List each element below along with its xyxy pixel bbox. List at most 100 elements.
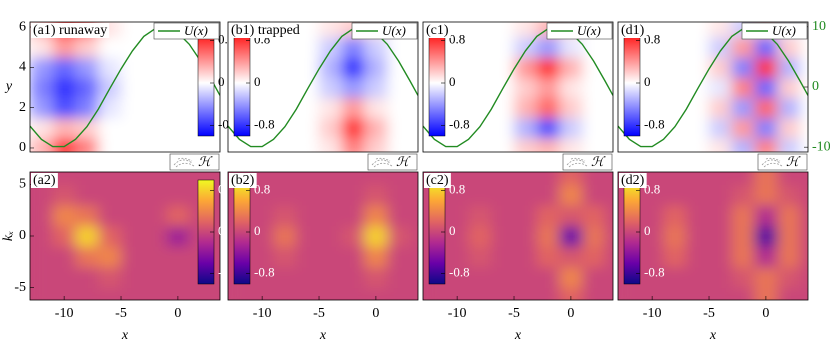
y-axis-label: kₓ [1, 231, 16, 241]
heatmap-cell [709, 77, 733, 99]
colorbar-tick-label: 0.8 [449, 32, 465, 47]
colorbar-tick-label: 0 [449, 223, 456, 238]
x-axis-label: x [319, 328, 327, 343]
heatmap-cell [536, 77, 561, 99]
heatmap-cell [582, 97, 606, 119]
heatmap-cell [445, 225, 470, 247]
heatmap-cell [800, 287, 808, 300]
heatmap-cell [143, 117, 168, 139]
heatmap-cell [98, 97, 122, 119]
heatmap-cell [166, 172, 190, 185]
legend-label: ℋ [591, 154, 606, 169]
heatmap-cell [731, 117, 756, 139]
heatmap-cell [341, 225, 366, 247]
heatmap-cell [709, 225, 733, 247]
heatmap-cell [709, 246, 733, 268]
colorbar-tick-label: 0 [644, 223, 651, 238]
legend-label: U(x) [382, 23, 406, 38]
heatmap-cell [30, 57, 54, 78]
heatmap-cell [52, 246, 77, 268]
heatmap-cell [618, 137, 642, 152]
heatmap-cell [364, 77, 388, 99]
heatmap-cell [491, 287, 515, 300]
heatmap-cell [250, 137, 275, 152]
heatmap-cells [30, 172, 220, 300]
heatmap-cell [212, 205, 220, 227]
colorbar-tick-label: -0.8 [644, 116, 665, 131]
y2-tick-label: -10 [812, 139, 830, 154]
heatmap-cell [364, 184, 388, 206]
heatmap-cell [166, 184, 190, 206]
heatmap-cell [491, 22, 515, 38]
heatmap-cell [52, 137, 77, 152]
heatmap-cell [319, 266, 343, 289]
heatmap-cell [364, 172, 388, 185]
heatmap-cell [536, 225, 561, 247]
heatmap [30, 172, 220, 300]
heatmap-cell [731, 77, 756, 99]
y-tick-label: 4 [19, 60, 26, 75]
legend-swatch [173, 157, 195, 168]
heatmap-cell [663, 137, 687, 152]
heatmap-cell [445, 137, 470, 152]
heatmap-cell [319, 22, 343, 38]
heatmap-cell [663, 246, 687, 268]
heatmap-cell [98, 117, 122, 139]
heatmap-cell [709, 205, 733, 227]
x-tick-label: 0 [174, 306, 181, 321]
heatmap-cell [514, 97, 538, 119]
heatmap-cell [387, 184, 411, 206]
colorbar-tick-label: -0.8 [644, 265, 665, 280]
x-tick-label: -10 [55, 306, 74, 321]
heatmap-cell [559, 172, 583, 185]
heatmap-cell [75, 172, 99, 185]
heatmap-cell [468, 37, 492, 58]
heatmap-cell [514, 266, 538, 289]
panel-label: (b2) [231, 173, 255, 188]
heatmap-cell [166, 97, 190, 119]
legend-label: ℋ [396, 154, 411, 169]
heatmap-cell [212, 137, 220, 152]
heatmap-cell [445, 77, 470, 99]
panel-label-background [31, 173, 58, 188]
heatmap-cell [731, 172, 756, 185]
series-line [423, 26, 613, 148]
heatmap-cell [319, 287, 343, 300]
heatmap-cell [468, 287, 492, 300]
heatmap-cell [731, 137, 756, 152]
heatmap-cell [777, 266, 801, 289]
heatmap-cell [296, 117, 320, 139]
heatmap-cell [800, 97, 808, 119]
heatmap-cell [777, 117, 801, 139]
heatmap-cell [686, 172, 710, 185]
heatmap-cell [640, 77, 665, 99]
heatmap-cell [754, 184, 778, 206]
heatmap-cell [273, 287, 297, 300]
colorbar-tick-label: 0.8 [644, 32, 660, 47]
heatmap-cell [582, 77, 606, 99]
heatmap-cell [445, 246, 470, 268]
heatmap-cell [731, 266, 756, 289]
heatmap-cell [468, 172, 492, 185]
heatmap-cell [709, 172, 733, 185]
heatmap-cell [800, 57, 808, 78]
heatmap-cell [273, 225, 297, 247]
heatmap [618, 22, 808, 152]
heatmap-cell [341, 37, 366, 58]
heatmap-cell [731, 37, 756, 58]
heatmap-cell [754, 117, 778, 139]
y2-tick-label: 0 [812, 79, 819, 94]
heatmap-cell [212, 97, 220, 119]
heatmap-cell [387, 97, 411, 119]
heatmap-cell [121, 287, 145, 300]
heatmap-cell [777, 225, 801, 247]
heatmap-cell [143, 205, 168, 227]
heatmap-cell [75, 37, 99, 58]
x-tick-label: 0 [567, 306, 574, 321]
heatmap-cell [121, 22, 145, 38]
heatmap-cell [319, 77, 343, 99]
heatmap-cell [52, 266, 77, 289]
heatmap-cell [605, 97, 613, 119]
heatmap-cell [686, 184, 710, 206]
heatmap-cell [75, 57, 99, 78]
